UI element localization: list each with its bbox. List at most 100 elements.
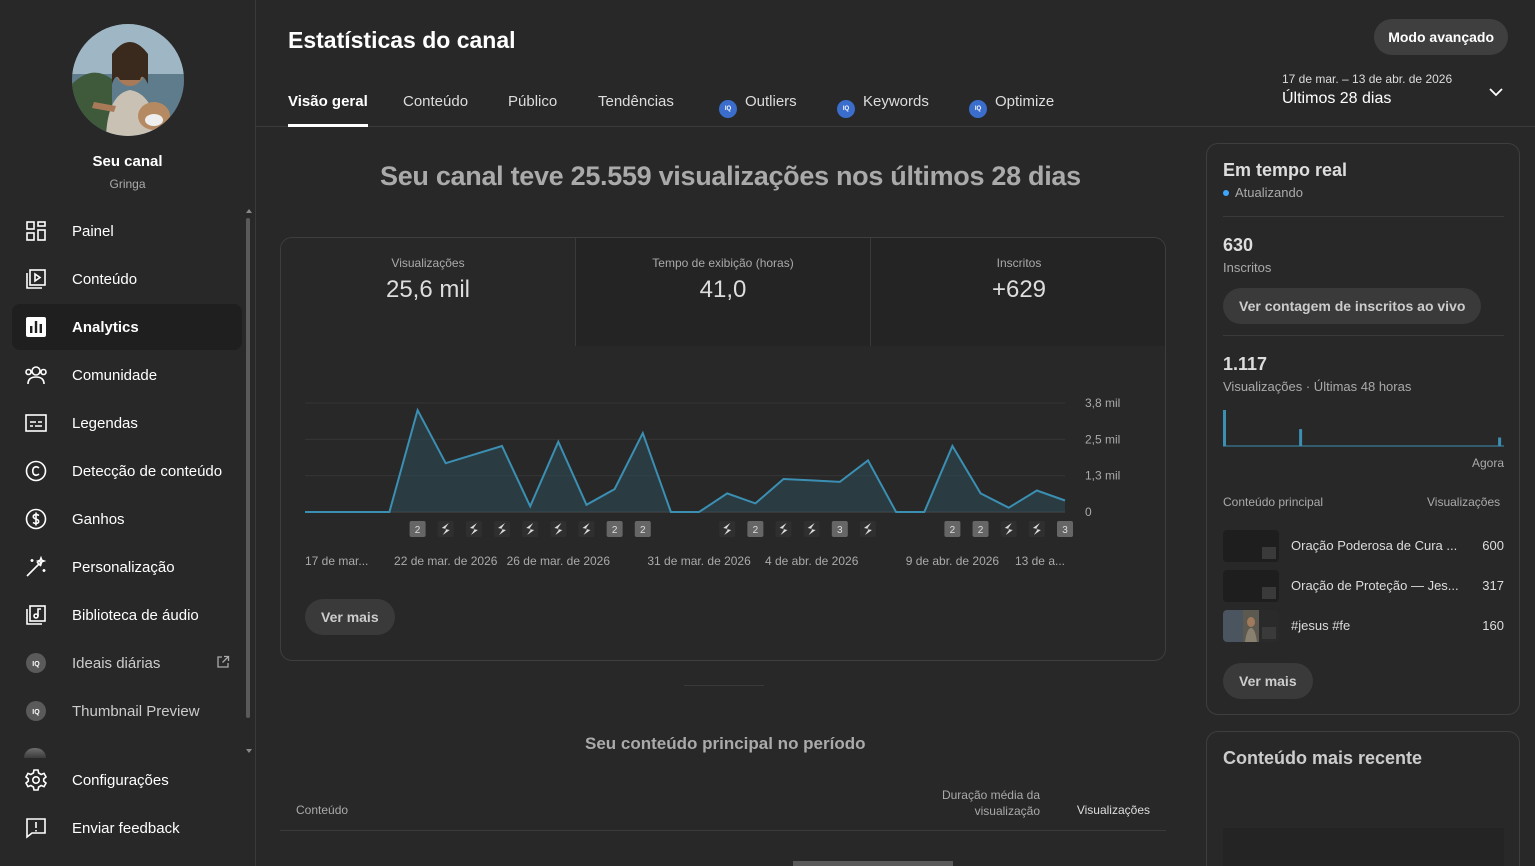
series-line <box>305 407 1066 513</box>
y-tick-label: 0 <box>1085 505 1092 519</box>
recent-content-card: Conteúdo mais recente <box>1206 731 1520 866</box>
sidebar-item-ganhos[interactable]: Ganhos <box>12 496 242 542</box>
overview-card: Visualizações 25,6 mil Tempo de exibição… <box>280 237 1166 661</box>
vidiq-icon: IQ <box>24 651 48 675</box>
sidebar-item-personalizacao[interactable]: Personalização <box>12 544 242 590</box>
column-header-avg-duration[interactable]: Duração média da visualização <box>941 788 1040 818</box>
sidebar-item-label: Conteúdo <box>72 270 138 288</box>
tab-optimize[interactable]: IQ Optimize <box>969 93 1054 127</box>
shorts-icon <box>582 523 591 535</box>
period-selector[interactable]: Últimos 28 dias <box>1282 90 1392 107</box>
video-thumbnail <box>1223 610 1279 642</box>
metric-watch-time[interactable]: Tempo de exibição (horas) 41,0 <box>576 238 871 346</box>
shorts-icon <box>526 523 535 535</box>
upload-count-label: 2 <box>950 525 956 536</box>
shorts-icon <box>554 523 563 535</box>
metric-label: Inscritos <box>996 256 1042 270</box>
video-views: 160 <box>1482 618 1504 633</box>
sidebar-item-comunidade[interactable]: Comunidade <box>12 352 242 398</box>
community-icon <box>24 363 48 387</box>
realtime-views-chart[interactable] <box>1223 406 1504 448</box>
upload-count-marker <box>972 521 989 537</box>
advanced-mode-button[interactable]: Modo avançado <box>1374 19 1508 55</box>
tab-outliers[interactable]: IQ Outliers <box>719 93 797 127</box>
video-title: Oração de Proteção — Jes... <box>1291 578 1459 593</box>
channel-avatar[interactable] <box>72 24 184 136</box>
upload-count-label: 2 <box>612 525 618 536</box>
shorts-icon <box>723 523 732 535</box>
metric-views[interactable]: Visualizações 25,6 mil <box>281 238 576 346</box>
realtime-card: Em tempo real Atualizando 630 Inscritos … <box>1206 143 1520 715</box>
date-range[interactable]: 17 de mar. – 13 de abr. de 2026 <box>1282 72 1453 86</box>
now-label: Agora <box>1472 456 1505 470</box>
metric-subscribers[interactable]: Inscritos +629 <box>871 238 1165 346</box>
horizontal-scrollbar[interactable] <box>793 861 953 866</box>
sidebar-item-label: Enviar feedback <box>72 819 180 837</box>
video-views: 600 <box>1482 538 1504 553</box>
column-header-views[interactable]: Visualizações <box>1076 803 1150 817</box>
tab-tendencias[interactable]: Tendências <box>598 93 674 110</box>
status-text: Atualizando <box>1235 185 1303 200</box>
list-item[interactable]: #jesus #fe 160 <box>1223 610 1504 642</box>
external-link-icon[interactable] <box>216 655 230 674</box>
live-dot-icon <box>1223 190 1229 196</box>
realtime-status: Atualizando <box>1223 185 1303 200</box>
sidebar-item-label: Personalização <box>72 558 175 576</box>
vidiq-icon: IQ <box>837 100 855 118</box>
subtitles-icon <box>24 411 48 435</box>
shorts-icon <box>441 523 450 535</box>
sidebar-item-biblioteca-audio[interactable]: Biblioteca de áudio <box>12 592 242 638</box>
scroll-up-arrow-icon[interactable] <box>245 208 253 214</box>
sidebar-item-enviar-feedback[interactable]: Enviar feedback <box>12 805 242 851</box>
video-title: #jesus #fe <box>1291 618 1351 633</box>
chevron-down-icon[interactable] <box>1488 84 1504 100</box>
tab-label: Outliers <box>745 93 797 110</box>
metric-label: Tempo de exibição (horas) <box>652 256 794 270</box>
list-item[interactable]: Oração Poderosa de Cura ... 600 <box>1223 530 1504 562</box>
scroll-down-arrow-icon[interactable] <box>245 748 253 754</box>
copyright-icon <box>24 459 48 483</box>
sidebar-item-thumbnail-preview[interactable]: IQ Thumbnail Preview <box>12 688 242 734</box>
sidebar-item-conteudo[interactable]: Conteúdo <box>12 256 242 302</box>
sidebar-item-configuracoes[interactable]: Configurações <box>12 757 242 803</box>
list-item[interactable]: Oração de Proteção — Jes... 317 <box>1223 570 1504 602</box>
live-subscriber-count-button[interactable]: Ver contagem de inscritos ao vivo <box>1223 288 1482 324</box>
sidebar-item-analytics[interactable]: Analytics <box>12 304 242 350</box>
metric-label: Visualizações <box>391 256 465 270</box>
feedback-icon <box>24 816 48 840</box>
upload-count-marker <box>831 521 848 537</box>
sidebar-item-label: Legendas <box>72 414 138 432</box>
upload-count-marker <box>606 521 623 537</box>
vidiq-icon: IQ <box>719 100 737 118</box>
tab-conteudo[interactable]: Conteúdo <box>403 93 469 110</box>
sidebar-item-deteccao[interactable]: Detecção de conteúdo <box>12 448 242 494</box>
sidebar-item-label: Comunidade <box>72 366 158 384</box>
views-chart[interactable]: 3,8 mil 2,5 mil 1,3 mil 0 2 2 2 2 3 2 2 3 17 de mar.… <box>281 346 1165 586</box>
sidebar-fade <box>0 746 245 762</box>
shorts-icon <box>779 523 788 535</box>
video-thumbnail[interactable] <box>1223 828 1504 866</box>
tab-keywords[interactable]: IQ Keywords <box>837 93 929 127</box>
column-header-content: Conteúdo <box>296 803 349 817</box>
sidebar-item-legendas[interactable]: Legendas <box>12 400 242 446</box>
sidebar-item-ideais-diarias[interactable]: IQ Ideais diárias <box>12 640 242 686</box>
page-header: Estatísticas do canal Modo avançado Visã… <box>256 0 1535 127</box>
see-more-button[interactable]: Ver mais <box>305 599 395 635</box>
page-title: Estatísticas do canal <box>288 27 516 53</box>
sidebar-item-painel[interactable]: Painel <box>12 208 242 254</box>
sidebar-item-label: Biblioteca de áudio <box>72 606 199 624</box>
realtime-subscribers-label: Inscritos <box>1223 260 1272 275</box>
realtime-views-label: Visualizações · Últimas 48 horas <box>1223 379 1412 394</box>
column-header-top-content: Conteúdo principal <box>1223 495 1324 509</box>
sidebar-item-label: Configurações <box>72 771 169 789</box>
see-more-button[interactable]: Ver mais <box>1223 663 1313 699</box>
upload-count-label: 3 <box>837 525 843 536</box>
divider <box>1223 216 1504 217</box>
sidebar-item-label: Detecção de conteúdo <box>72 462 223 480</box>
realtime-bar <box>1498 437 1502 446</box>
video-title: Oração Poderosa de Cura ... <box>1291 538 1458 553</box>
sidebar-scrollbar[interactable] <box>246 218 250 718</box>
realtime-bar <box>1299 429 1303 446</box>
tab-visao-geral[interactable]: Visão geral <box>288 93 368 127</box>
tab-publico[interactable]: Público <box>508 93 558 110</box>
